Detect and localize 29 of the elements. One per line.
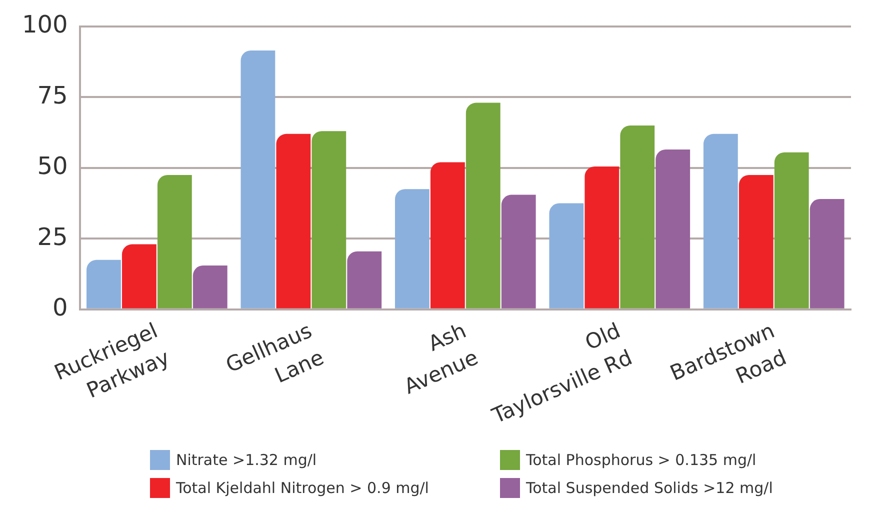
y-tick-label: 0 <box>52 294 68 322</box>
bar <box>549 203 584 308</box>
bar <box>703 134 738 308</box>
bar <box>157 174 192 308</box>
bar <box>620 125 655 308</box>
legend-label: Total Suspended Solids >12 mg/l <box>526 479 773 497</box>
bar <box>122 244 156 308</box>
legend-label: Total Kjeldahl Nitrogen > 0.9 mg/l <box>176 479 429 497</box>
y-tick-label: 50 <box>37 152 68 180</box>
legend-label: Total Phosphorus > 0.135 mg/l <box>526 451 756 469</box>
bar <box>738 174 774 308</box>
bar <box>347 251 382 308</box>
bar <box>192 266 228 308</box>
bar <box>774 152 809 308</box>
y-tick-label: 75 <box>37 81 68 110</box>
bar <box>86 260 121 308</box>
bar <box>240 50 276 308</box>
legend-label: Nitrate >1.32 mg/l <box>176 451 317 469</box>
bar <box>656 150 690 308</box>
bar <box>430 162 465 308</box>
bar <box>584 166 620 308</box>
y-tick-label: 25 <box>37 222 68 251</box>
y-tick-label: 100 <box>22 10 68 39</box>
bar <box>394 189 430 308</box>
bar <box>276 134 311 308</box>
bar <box>810 199 844 308</box>
bar <box>501 194 536 308</box>
bar <box>312 131 346 308</box>
bar <box>466 102 500 308</box>
